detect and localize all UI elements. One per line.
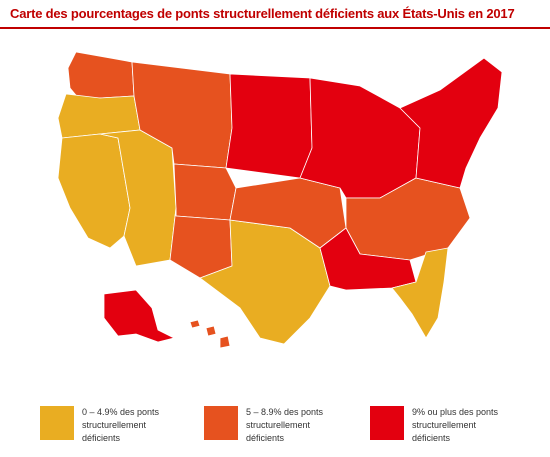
region-northwest <box>67 51 135 101</box>
map-title: Carte des pourcentages de ponts structur… <box>10 6 515 21</box>
region-california-nevada <box>57 133 131 249</box>
legend-label-mid: 5 – 8.9% des ponts structurellement défi… <box>246 406 366 445</box>
us-map <box>57 51 503 349</box>
legend-label-low-line3: déficients <box>82 433 121 443</box>
region-florida <box>391 247 449 339</box>
legend-label-low: 0 – 4.9% des ponts structurellement défi… <box>82 406 202 445</box>
legend-label-low-line2: structurellement <box>82 420 147 430</box>
title-bar: Carte des pourcentages de ponts structur… <box>0 0 550 30</box>
legend-label-high-line3: déficients <box>412 433 451 443</box>
legend-label-high: 9% ou plus des ponts structurellement dé… <box>412 406 532 445</box>
legend-label-high-line2: structurellement <box>412 420 477 430</box>
legend-label-mid-line1: 5 – 8.9% des ponts <box>246 407 324 417</box>
region-alaska <box>103 289 175 343</box>
region-colorado <box>173 163 237 221</box>
legend-label-low-line1: 0 – 4.9% des ponts <box>82 407 160 417</box>
legend-label-high-line1: 9% ou plus des ponts <box>412 407 499 417</box>
title-rule <box>0 27 550 29</box>
legend-swatch-low <box>40 406 74 440</box>
region-dakotas-nebraska <box>225 73 313 179</box>
region-hawaii <box>189 319 231 349</box>
legend-label-mid-line3: déficients <box>246 433 285 443</box>
legend: 0 – 4.9% des ponts structurellement défi… <box>0 396 550 456</box>
region-midwest <box>299 77 421 199</box>
legend-swatch-high <box>370 406 404 440</box>
region-northeast <box>399 57 503 189</box>
legend-swatch-mid <box>204 406 238 440</box>
legend-label-mid-line2: structurellement <box>246 420 311 430</box>
